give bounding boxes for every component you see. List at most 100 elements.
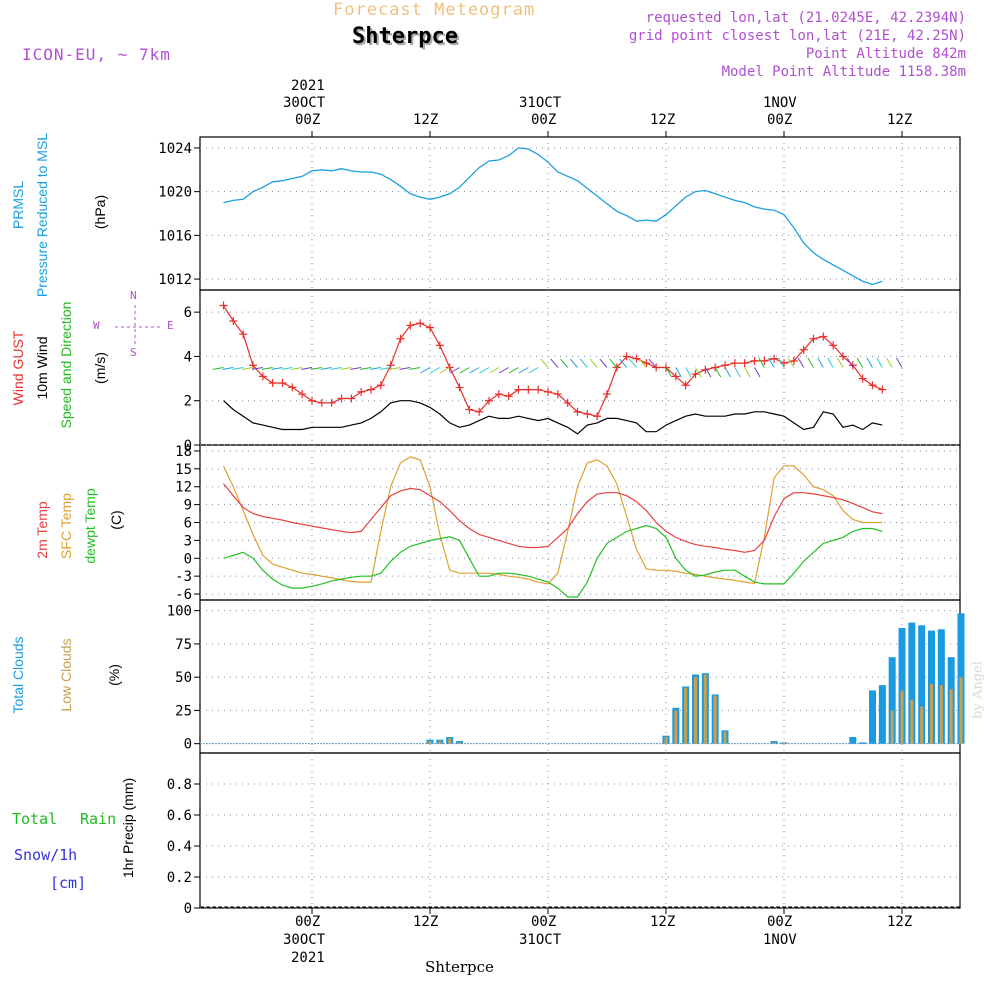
bottom-time-0: 00Z — [295, 914, 321, 930]
wind-dir-arrow — [778, 357, 785, 368]
top-time-2: 00Z — [531, 112, 557, 128]
gust-marker — [789, 356, 798, 365]
wind-dir-arrow — [768, 357, 775, 368]
wind-dir-arrow — [797, 357, 805, 368]
rain-label: Rain — [80, 810, 117, 828]
low-cloud-bar — [674, 710, 678, 744]
wind-dir-arrow — [540, 358, 549, 368]
ytick-label-p3-5: 9 — [184, 498, 192, 514]
wind-dir-arrow — [389, 367, 401, 370]
total-cloud-bar — [869, 690, 876, 744]
ytick-label-p2-1: 2 — [184, 394, 192, 410]
ytick-label-p3-0: -6 — [175, 587, 192, 603]
gust-marker — [298, 390, 307, 399]
bottom-time-5: 12Z — [887, 914, 913, 930]
wind-dir-arrow — [629, 358, 637, 368]
gust-marker — [701, 365, 710, 374]
ytick-label-p5-0: 0 — [184, 901, 192, 917]
compass-west: W — [93, 319, 100, 332]
gust-marker — [652, 363, 661, 372]
gust-marker — [327, 398, 336, 407]
total-cloud-bar — [859, 742, 867, 744]
wind-dir-arrow — [619, 358, 628, 368]
panel-frame-5 — [199, 752, 961, 909]
gust-marker — [760, 356, 769, 365]
wind-dir-arrow — [369, 367, 381, 370]
wind-dir-arrow — [271, 367, 283, 370]
wind-dir-arrow — [281, 367, 293, 370]
ytick-label-p4-0: 0 — [184, 737, 192, 753]
wind-dir-arrow — [714, 367, 722, 378]
gust-marker — [839, 352, 847, 361]
gust-marker — [563, 398, 572, 407]
gust-marker — [878, 385, 887, 394]
gust-marker — [376, 381, 385, 390]
total-cloud-bar — [908, 622, 916, 744]
wind-dir-arrow — [330, 367, 342, 370]
total-cloud-bar — [898, 627, 906, 744]
wind-dir-arrow — [420, 367, 431, 374]
gust-marker — [514, 385, 523, 394]
gust-marker — [445, 363, 454, 372]
low-cloud-bar — [900, 690, 904, 744]
wind-dir-arrow — [827, 357, 834, 368]
top-date-2: 31OCT — [519, 95, 562, 111]
ytick-label-p1-0: 1012 — [158, 272, 192, 288]
compass-south: S — [130, 346, 137, 359]
requested-coords: requested lon,lat (21.0245E, 42.2394N) — [645, 10, 966, 26]
ytick-label-p4-3: 75 — [175, 637, 192, 653]
top-date-0: 30OCT — [283, 95, 326, 111]
bottom-time-4: 00Z — [767, 914, 793, 930]
wind-dir-arrow — [449, 367, 460, 374]
wind-dir-arrow — [379, 367, 391, 370]
bottom-date-0: 30OCT — [283, 932, 326, 948]
low-cloud-bar — [920, 706, 924, 744]
model-label: ICON-EU, ~ 7km — [22, 45, 171, 64]
wind-dir-arrow — [704, 367, 712, 378]
gust-marker — [740, 359, 749, 368]
gust-marker — [455, 383, 464, 392]
low-cloud-bar — [949, 689, 953, 744]
gust-marker — [819, 332, 828, 341]
total-cloud-bar — [918, 625, 926, 744]
gust-marker — [396, 334, 405, 343]
ytick-label-p3-1: -3 — [175, 569, 192, 585]
bottom-year: 2021 — [291, 950, 325, 966]
panel-frame-2 — [199, 289, 961, 446]
gust-marker — [691, 370, 700, 379]
wind-dir-arrow — [886, 357, 893, 368]
wind-dir-arrow — [724, 367, 731, 378]
wind-dir-arrow — [320, 367, 332, 370]
gust-marker — [278, 379, 287, 387]
gust-marker — [475, 407, 484, 416]
compass-north: N — [130, 289, 137, 302]
low-cloud-bar — [438, 741, 442, 744]
total-label: Total — [12, 810, 58, 828]
bottom-time-3: 12Z — [650, 914, 676, 930]
gust-marker — [426, 323, 434, 332]
wind-dir-arrow — [489, 367, 500, 374]
low-cloud-bar — [448, 738, 452, 744]
wind-dir-arrow — [876, 357, 883, 368]
wind-dir-arrow — [479, 367, 490, 374]
wind-dir-arrow — [360, 367, 372, 370]
dewpt-line — [223, 524, 883, 598]
gust-marker — [347, 394, 356, 403]
wind-dir-arrow — [846, 357, 854, 368]
gust-marker — [750, 356, 759, 365]
wind-dir-arrow — [695, 367, 702, 378]
ytick-label-p2-2: 4 — [184, 349, 192, 365]
wind-dir-arrow — [409, 367, 421, 370]
low-cloud-bar — [458, 742, 461, 744]
wind-dir-arrow — [439, 367, 450, 374]
sfc-temp-line — [222, 456, 883, 585]
low-cloud-bar — [959, 677, 963, 744]
compass-east: E — [167, 319, 174, 332]
gust-marker — [593, 412, 602, 421]
ytick-label-p3-8: 18 — [175, 444, 192, 460]
low-cloud-bar — [684, 687, 688, 744]
ytick-label-p5-1: 0.2 — [167, 870, 192, 886]
total-cloud-bar — [849, 737, 857, 744]
gust-marker — [534, 385, 543, 394]
total-cloud-bar — [888, 657, 896, 744]
